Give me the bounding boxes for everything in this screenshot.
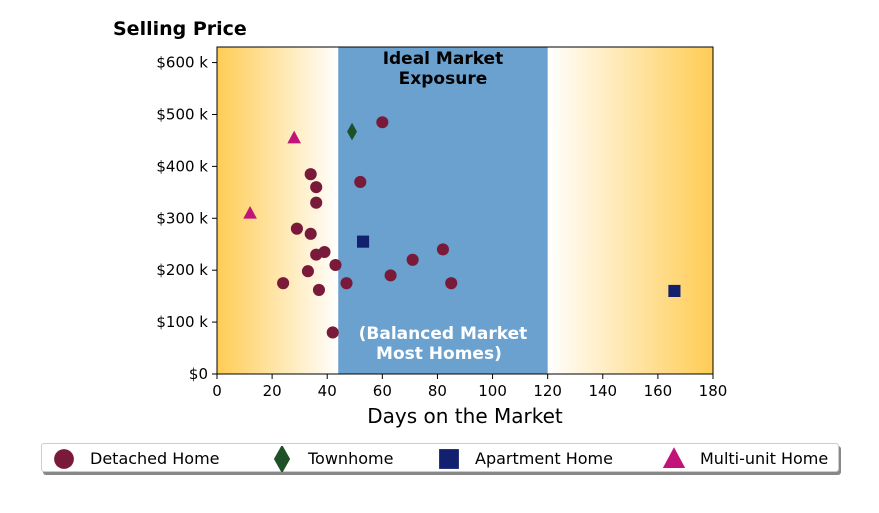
detached-home-point <box>406 253 419 266</box>
y-axis: $0 $100 k $200 k $300 k $400 k $500 k $600 k <box>156 54 217 383</box>
data-points <box>243 116 681 339</box>
multi-unit-home-point <box>287 130 301 144</box>
legend-item-multi-unit-home: Multi-unit Home <box>662 444 828 473</box>
legend-marker-multi-unit-home <box>662 446 686 468</box>
detached-home-point <box>329 258 342 272</box>
legend-marker-shape <box>439 448 459 469</box>
x-tick-label: 80 <box>428 382 447 400</box>
y-tick-label: $0 <box>189 365 208 383</box>
legend: Detached Home Townhome Apartment Home Multi… <box>41 443 839 472</box>
legend-marker-shape <box>54 448 74 469</box>
legend-marker-detached-home <box>54 448 74 469</box>
detached-home-point <box>340 277 353 290</box>
x-tick-label: 180 <box>699 382 728 400</box>
apartment-home-point <box>356 235 370 248</box>
detached-home-point <box>304 227 317 240</box>
detached-home-point <box>436 243 450 256</box>
y-tick-label: $300 k <box>156 209 208 227</box>
x-tick-label: 60 <box>373 382 392 400</box>
legend-marker-shape <box>273 445 291 472</box>
detached-home-point <box>318 245 331 259</box>
detached-home-point <box>312 283 326 296</box>
detached-home-point <box>277 277 290 290</box>
detached-home-point <box>310 181 323 194</box>
x-tick-label: 40 <box>318 382 337 400</box>
apartment-home-point <box>668 284 681 298</box>
legend-item-apartment-home: Apartment Home <box>437 444 613 473</box>
detached-home-point <box>354 175 367 189</box>
legend-marker-apartment-home <box>439 448 459 469</box>
legend-item-detached-home: Detached Home <box>52 444 220 473</box>
y-tick-label: $400 k <box>156 157 208 175</box>
x-tick-label: 100 <box>478 382 507 400</box>
legend-marker-shape <box>662 446 686 468</box>
x-tick-label: 160 <box>644 382 673 400</box>
detached-home-point <box>301 265 314 278</box>
legend-label: Apartment Home <box>475 449 613 468</box>
detached-home-point <box>310 196 323 209</box>
region-label-bottom: (Balanced Market <box>359 324 528 344</box>
multi-unit-home-point <box>243 205 257 219</box>
y-tick-label: $500 k <box>156 105 208 123</box>
x-tick-label: 20 <box>263 382 282 400</box>
detached-home-point <box>445 277 458 290</box>
region-label-top: Exposure <box>399 69 488 89</box>
x-axis: 0 20 40 60 80 100 120 140 160 180 <box>212 374 727 400</box>
legend-label: Detached Home <box>90 449 220 468</box>
y-tick-label: $100 k <box>156 313 208 331</box>
legend-marker-townhome <box>273 445 291 472</box>
x-tick-label: 0 <box>212 382 222 400</box>
region-label-bottom: Most Homes) <box>376 344 502 364</box>
region-label-top: Ideal Market <box>383 49 504 69</box>
plot-frame <box>216 46 714 375</box>
townhome-point <box>347 122 357 141</box>
detached-home-point <box>326 326 339 339</box>
chart-title: Selling Price <box>113 18 247 40</box>
detached-home-point <box>304 168 317 181</box>
x-tick-label: 140 <box>588 382 617 400</box>
detached-home-point <box>290 222 303 235</box>
balanced-market-region <box>338 47 548 374</box>
x-tick-label: 120 <box>533 382 562 400</box>
legend-label: Townhome <box>308 449 394 468</box>
detached-home-point <box>384 269 397 282</box>
legend-item-townhome: Townhome <box>270 444 393 473</box>
y-tick-label: $200 k <box>156 261 208 279</box>
legend-label: Multi-unit Home <box>700 449 829 468</box>
y-tick-label: $600 k <box>156 54 208 72</box>
detached-home-point <box>376 116 389 129</box>
x-axis-label: Days on the Market <box>367 404 563 428</box>
